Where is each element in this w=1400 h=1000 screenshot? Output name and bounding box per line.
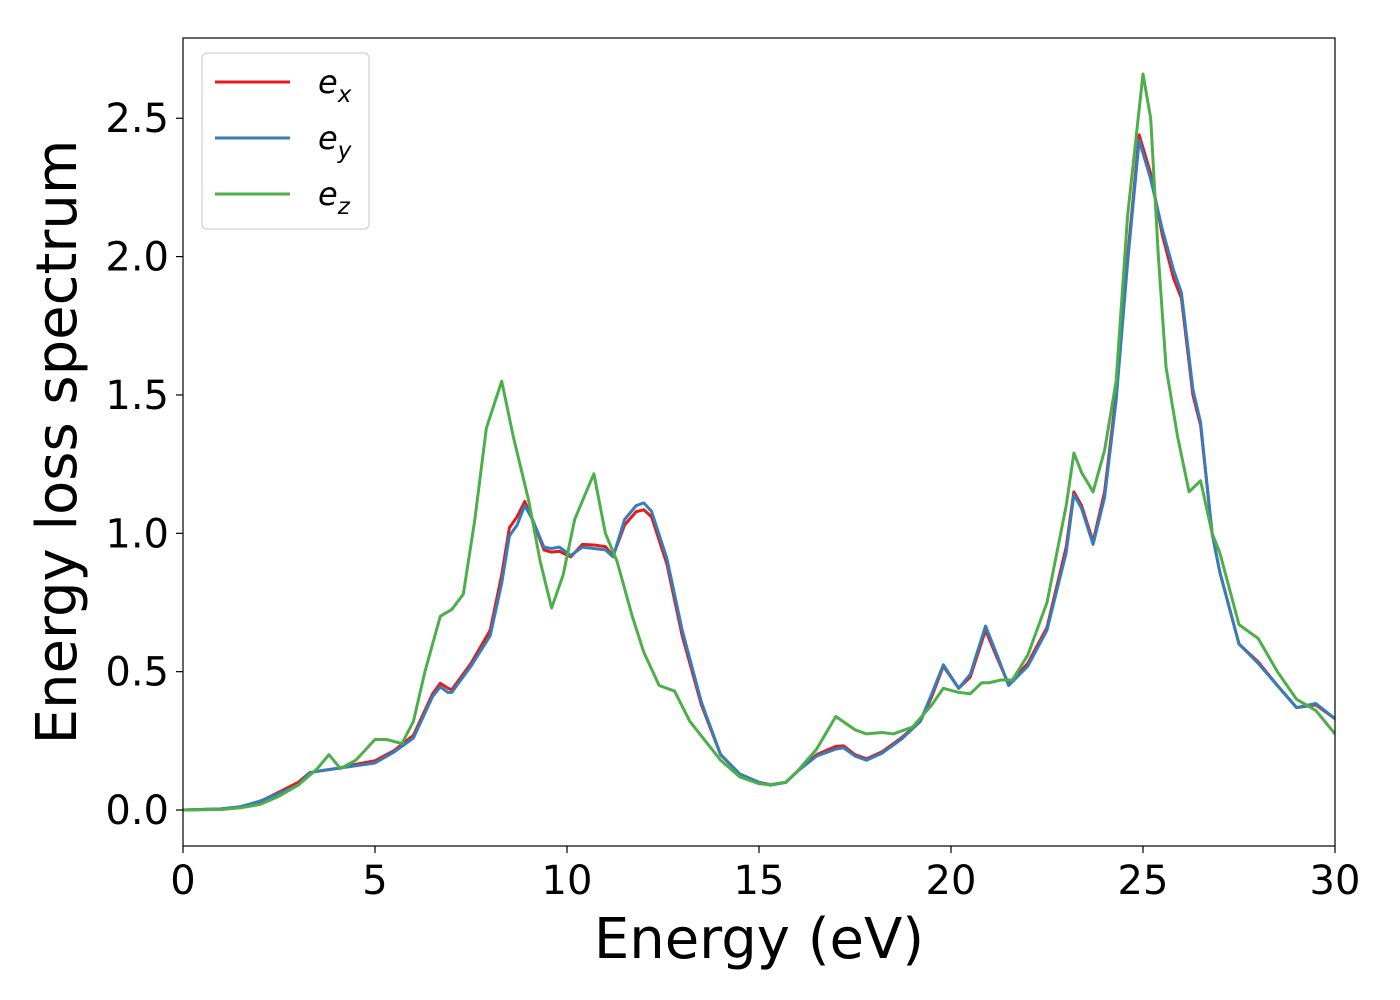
y-tick-label: 2.0 — [105, 235, 169, 281]
x-tick-label: 5 — [362, 858, 387, 904]
y-axis-ticks: 0.0 0.5 1.0 1.5 2.0 2.5 — [105, 96, 183, 834]
x-tick-label: 25 — [1118, 858, 1169, 904]
series-line-e-z — [183, 72, 1335, 812]
x-tick-label: 0 — [170, 858, 195, 904]
x-axis-title: Energy (eV) — [594, 907, 924, 972]
x-tick-label: 30 — [1310, 858, 1361, 904]
y-tick-label: 0.0 — [105, 788, 169, 834]
x-tick-label: 10 — [542, 858, 593, 904]
y-axis-title: Energy loss spectrum — [25, 140, 90, 745]
y-tick-label: 1.5 — [105, 373, 169, 419]
y-tick-label: 1.0 — [105, 511, 169, 557]
x-tick-label: 20 — [926, 858, 977, 904]
legend-box — [201, 52, 370, 230]
x-axis-ticks: 0 5 10 15 20 25 30 — [170, 846, 1360, 904]
y-tick-label: 0.5 — [105, 650, 169, 696]
x-tick-label: 15 — [734, 858, 785, 904]
series-layer — [183, 72, 1335, 812]
y-tick-label: 2.5 — [105, 96, 169, 142]
